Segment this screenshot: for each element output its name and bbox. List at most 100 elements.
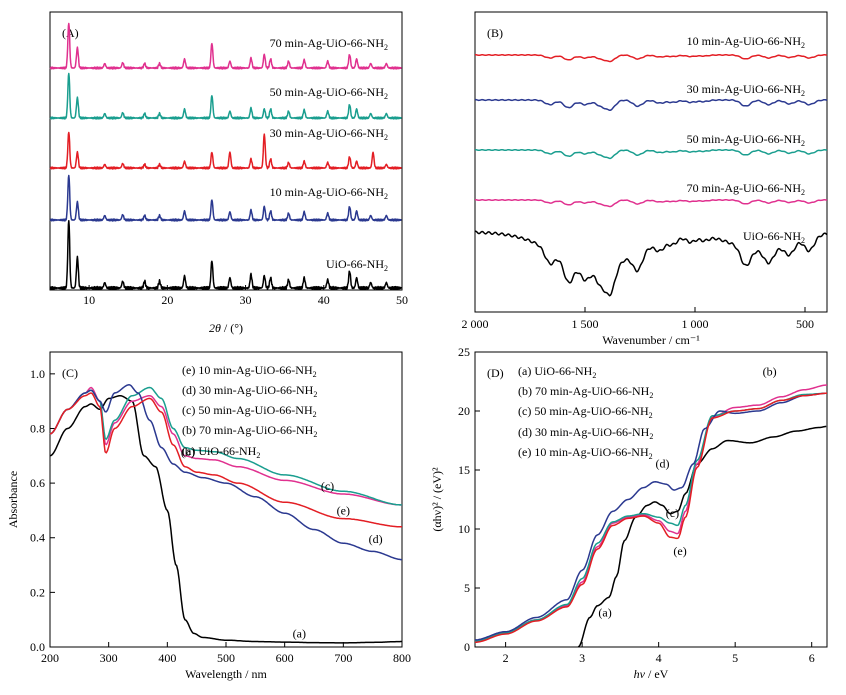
panel-b: 2 000 1 500 1 000 500 Wavenumber / cm⁻¹ (B) 10… [462, 11, 828, 347]
panel-c-series-line [49, 386, 402, 506]
panel-b-series-label: 50 min-Ag-UiO-66-NH2 [687, 132, 805, 148]
panel-d-series-line [475, 392, 827, 641]
panel-c-ylabel: Absorbance [6, 471, 20, 528]
panel-a-xtick-label: 10 [83, 293, 95, 307]
panel-c-annotation: (a) [293, 626, 306, 640]
panel-d-label: (D) [487, 366, 504, 380]
panel-c-xtick-label: 800 [393, 651, 411, 665]
panel-c-legend-entry: (b) 70 min-Ag-UiO-66-NH2 [182, 423, 317, 439]
panel-d: 2 3 4 5 6 0 5 10 15 20 25 hν / eV (αhν)² / (eV)² (D) (… [430, 345, 828, 681]
panel-a-series-label: 10 min-Ag-UiO-66-NH2 [270, 185, 388, 201]
panel-c-legend-entry: (c) 50 min-Ag-UiO-66-NH2 [182, 403, 317, 419]
panel-d-xtick-label: 5 [732, 651, 738, 665]
panel-c-label: (C) [62, 366, 78, 380]
panel-c-ytick-label: 1.0 [30, 367, 45, 381]
panel-c-annotation: (c) [321, 479, 334, 493]
panel-d-xtick-label: 2 [503, 651, 509, 665]
panel-b-xlabel: Wavenumber / cm⁻¹ [602, 333, 700, 347]
panel-d-legend-entry: (a) UiO-66-NH2 [518, 364, 596, 380]
panel-d-ytick-label: 5 [464, 581, 470, 595]
panel-c-legend-entry: (a) UiO-66-NH2 [182, 444, 260, 460]
panel-b-series-line [474, 230, 828, 297]
panel-b-series-line [475, 54, 828, 63]
panel-b-label: (B) [487, 26, 503, 40]
panel-d-ylabel: (αhν)² / (eV)² [430, 467, 444, 532]
panel-d-frame [474, 351, 828, 648]
panel-d-ytick-label: 20 [458, 404, 470, 418]
panel-c: 200 300 400 500 600 700 800 0.0 0.2 0.4 0.6 0.8 1.0 W… [6, 351, 411, 681]
panel-d-ytick-label: 25 [458, 345, 470, 359]
panel-a-xtick-label: 40 [318, 293, 330, 307]
panel-a-label: (A) [62, 26, 79, 40]
panel-c-ytick-label: 0.8 [30, 421, 45, 435]
panel-d-legend-entry: (e) 10 min-Ag-UiO-66-NH2 [518, 445, 653, 461]
panel-c-xtick-label: 700 [334, 651, 352, 665]
panel-c-xtick-label: 600 [276, 651, 294, 665]
panel-a-series-line [49, 220, 403, 291]
panel-b-series-label: 10 min-Ag-UiO-66-NH2 [687, 34, 805, 50]
panel-a-series-line [49, 22, 402, 70]
panel-b-xtick-label: 2 000 [462, 317, 489, 331]
panel-a-xtick-label: 50 [396, 293, 408, 307]
panel-d-annotation: (c) [666, 506, 679, 520]
panel-d-legend-entry: (c) 50 min-Ag-UiO-66-NH2 [518, 404, 653, 420]
panel-b-xtick-label: 1 500 [572, 317, 599, 331]
panel-b-series-line [475, 199, 828, 208]
panel-c-xtick-label: 400 [158, 651, 176, 665]
panel-c-series-line [49, 394, 402, 644]
panel-a-series-label: UiO-66-NH2 [326, 257, 388, 273]
panel-c-ytick-label: 0.4 [30, 531, 45, 545]
panel-b-xtick-label: 500 [796, 317, 814, 331]
panel-b-series-line [475, 148, 828, 160]
panel-a-series-label: 70 min-Ag-UiO-66-NH2 [270, 36, 388, 52]
panel-a-xlabel: 2θ / (°) [209, 321, 243, 335]
panel-c-series-line [49, 384, 402, 561]
panel-a-series-line [49, 174, 402, 222]
panel-c-legend-entry: (e) 10 min-Ag-UiO-66-NH2 [182, 363, 317, 379]
panel-c-annotation: (b) [181, 445, 195, 459]
panel-a-series-line [49, 72, 402, 120]
panel-a-frame [49, 11, 403, 291]
panel-c-xtick-label: 500 [217, 651, 235, 665]
panel-c-xtick-label: 200 [41, 651, 59, 665]
panel-c-ytick-label: 0.0 [30, 640, 45, 654]
panel-d-annotation: (a) [598, 605, 611, 619]
panel-d-ytick-label: 10 [458, 522, 470, 536]
panel-c-series-line [49, 392, 402, 528]
panel-d-annotation: (b) [763, 365, 777, 379]
panel-d-series-line [474, 384, 828, 642]
panel-c-xtick-label: 300 [100, 651, 118, 665]
panel-a-series-line [49, 131, 402, 170]
panel-d-xtick-label: 4 [656, 651, 662, 665]
panel-d-xlabel: hν / eV [634, 667, 669, 681]
panel-b-xtick-label: 1 000 [682, 317, 709, 331]
panel-c-ytick-label: 0.6 [30, 476, 45, 490]
panel-d-legend-entry: (b) 70 min-Ag-UiO-66-NH2 [518, 384, 653, 400]
panel-b-series-line [474, 98, 828, 112]
panel-d-annotation: (e) [673, 544, 686, 558]
panel-b-series-label: UiO-66-NH2 [743, 229, 805, 245]
panel-d-ytick-label: 0 [464, 640, 470, 654]
panel-d-xtick-label: 3 [579, 651, 585, 665]
panel-d-series-line [474, 392, 827, 644]
panel-c-legend-entry: (d) 30 min-Ag-UiO-66-NH2 [182, 383, 317, 399]
panel-d-series-line [577, 425, 827, 648]
panel-a-xtick-label: 30 [240, 293, 252, 307]
panel-d-xtick-label: 6 [809, 651, 815, 665]
panel-c-annotation: (e) [337, 504, 350, 518]
panel-b-frame [474, 11, 828, 313]
panel-b-series-label: 70 min-Ag-UiO-66-NH2 [687, 181, 805, 197]
panel-a-xtick-label: 20 [161, 293, 173, 307]
panel-c-xlabel: Wavelength / nm [185, 667, 267, 681]
panel-c-ytick-label: 0.2 [30, 585, 45, 599]
panel-a: 10 20 30 40 50 2θ / (°) (A) 70 min-Ag-UiO-66-NH… [49, 11, 408, 335]
panel-b-series-label: 30 min-Ag-UiO-66-NH2 [687, 82, 805, 98]
panel-c-annotation: (d) [369, 532, 383, 546]
panel-c-series-line [49, 386, 403, 506]
panel-d-legend-entry: (d) 30 min-Ag-UiO-66-NH2 [518, 425, 653, 441]
panel-d-ytick-label: 15 [458, 463, 470, 477]
panel-d-annotation: (d) [655, 457, 669, 471]
panel-a-series-label: 30 min-Ag-UiO-66-NH2 [270, 126, 388, 142]
panel-a-series-label: 50 min-Ag-UiO-66-NH2 [270, 85, 388, 101]
